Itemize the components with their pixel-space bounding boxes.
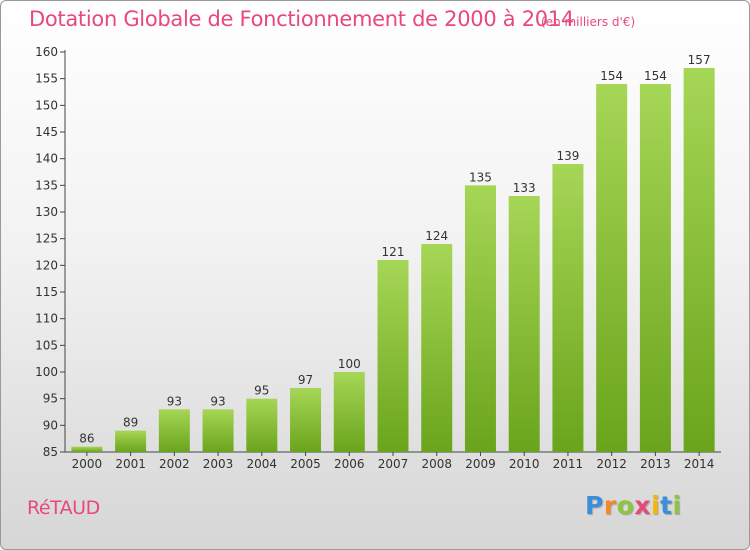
chart-title: Dotation Globale de Fonctionnement de 20…: [29, 7, 574, 31]
x-tick-label: 2009: [465, 457, 496, 471]
bar-value-label: 121: [382, 245, 405, 259]
x-tick-label: 2011: [553, 457, 584, 471]
bar: [421, 244, 453, 452]
bar-value-label: 139: [556, 149, 579, 163]
bar-value-label: 154: [644, 69, 667, 83]
bar: [333, 372, 365, 452]
bar: [639, 84, 671, 452]
x-tick-label: 2007: [378, 457, 409, 471]
bar: [158, 409, 190, 452]
y-tick-label: 135: [35, 178, 58, 192]
x-tick-label: 2014: [684, 457, 715, 471]
bar: [377, 260, 409, 452]
logo-letter: r: [603, 491, 617, 520]
y-tick-label: 130: [35, 205, 58, 219]
logo-letter: t: [660, 491, 673, 520]
logo-letter: i: [672, 491, 682, 520]
logo-letter: P: [585, 491, 604, 520]
y-tick-label: 105: [35, 338, 58, 352]
bar-value-label: 133: [513, 181, 536, 195]
bar: [683, 68, 715, 452]
y-tick-label: 90: [43, 418, 58, 432]
bar: [596, 84, 628, 452]
bar: [464, 185, 496, 453]
town-name: RéTAUD: [27, 497, 100, 519]
logo-letter: x: [634, 491, 651, 520]
bar-value-label: 86: [79, 432, 94, 446]
bar-value-label: 157: [688, 53, 711, 67]
bar: [71, 446, 103, 452]
x-tick-label: 2003: [203, 457, 234, 471]
x-tick-label: 2000: [72, 457, 103, 471]
x-tick-label: 2004: [247, 457, 278, 471]
x-tick-label: 2006: [334, 457, 365, 471]
y-tick-label: 85: [43, 445, 58, 459]
x-tick-label: 2002: [159, 457, 190, 471]
x-tick-label: 2005: [290, 457, 321, 471]
bar: [290, 388, 322, 452]
y-tick-label: 160: [35, 45, 58, 59]
bar-value-label: 154: [600, 69, 623, 83]
x-tick-label: 2013: [640, 457, 671, 471]
y-tick-label: 110: [35, 312, 58, 326]
x-tick-label: 2012: [596, 457, 627, 471]
bar: [202, 409, 234, 452]
x-tick-label: 2010: [509, 457, 540, 471]
y-tick-label: 125: [35, 232, 58, 246]
bar-value-label: 93: [167, 394, 182, 408]
bar: [508, 196, 540, 452]
y-tick-label: 150: [35, 98, 58, 112]
y-tick-label: 120: [35, 258, 58, 272]
bar: [552, 164, 584, 452]
y-tick-label: 145: [35, 125, 58, 139]
x-tick-label: 2001: [115, 457, 146, 471]
y-tick-label: 115: [35, 285, 58, 299]
bar-value-label: 100: [338, 357, 361, 371]
bar: [115, 430, 147, 452]
x-tick-label: 2008: [421, 457, 452, 471]
bar-value-label: 93: [210, 394, 225, 408]
bar-value-label: 97: [298, 373, 313, 387]
bar-value-label: 124: [425, 229, 448, 243]
logo-letter: i: [651, 491, 661, 520]
proxiti-logo: Proxiti: [585, 491, 682, 520]
bar-value-label: 89: [123, 416, 138, 430]
bar-value-label: 135: [469, 170, 492, 184]
y-tick-label: 100: [35, 365, 58, 379]
bar-value-label: 95: [254, 384, 269, 398]
logo-letter: o: [616, 491, 635, 520]
y-tick-label: 155: [35, 72, 58, 86]
y-tick-label: 95: [43, 392, 58, 406]
chart-unit: (en milliers d'€): [541, 15, 636, 29]
bar: [246, 398, 278, 452]
y-tick-label: 140: [35, 152, 58, 166]
